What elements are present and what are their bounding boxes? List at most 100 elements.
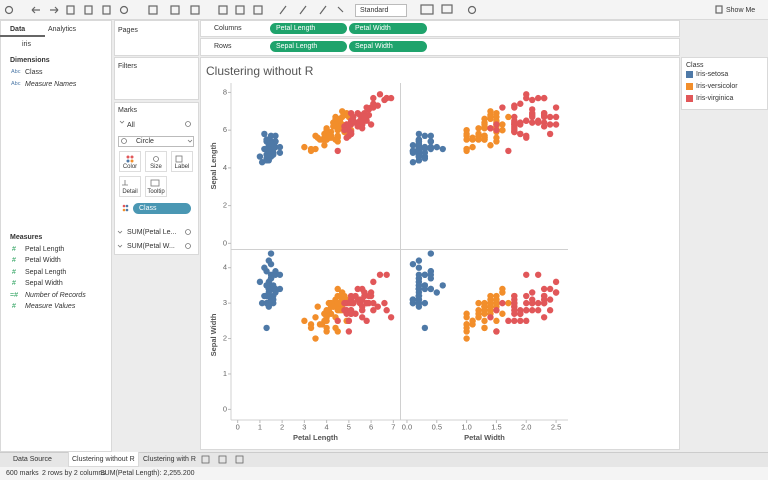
point [511,104,518,111]
point [427,143,435,151]
x-tick-label: 1 [258,423,262,432]
point [475,125,482,132]
measure-field[interactable]: Number of Records [25,292,86,299]
active-sheet-tab[interactable] [68,452,139,467]
sheet-tab[interactable]: Clustering with R [143,456,196,463]
point [523,117,530,124]
toolbar-icons [4,4,723,15]
point [321,142,328,149]
dimension-field[interactable]: Class [25,69,43,76]
point [258,299,266,307]
marks-measure[interactable]: SUM(Petal W... [127,243,175,250]
point [376,271,384,278]
filters-shelf[interactable] [114,57,199,100]
filters-title: Filters [118,63,138,70]
point [421,132,429,140]
point [540,285,548,293]
status-sum: SUM(Petal Length): 2,255.200 [100,470,195,477]
point [383,94,390,102]
point [354,296,361,303]
color-pill[interactable]: Class [133,203,191,214]
x-tick-label: 2 [280,423,284,432]
measure-field[interactable]: Petal Length [25,246,65,253]
x-tick-label: 0.5 [432,423,442,432]
point [365,292,373,300]
point [354,285,361,293]
point [487,142,494,149]
point [312,145,319,153]
point [534,307,542,314]
point [301,143,308,151]
point [469,136,476,143]
mark-type[interactable]: Circle [136,138,154,145]
point [345,317,353,325]
legend-label[interactable]: Iris-setosa [696,71,729,78]
point [347,128,355,136]
analytics-tab[interactable]: Analytics [48,26,77,33]
point [481,132,488,140]
button-label: Color [122,164,138,170]
marks-measure[interactable]: SUM(Petal Le... [127,229,177,236]
legend-swatch [686,95,693,102]
point [316,321,324,328]
point [312,314,319,321]
point [330,303,337,310]
point [263,282,270,289]
measure-field[interactable]: Sepal Length [25,269,67,276]
data-source[interactable]: iris [22,41,31,48]
view-size[interactable]: Standard [360,7,389,14]
point [334,147,341,155]
point [493,138,500,145]
point [493,126,500,134]
measure-field[interactable]: Sepal Width [25,280,63,287]
field-icon: # [12,303,16,310]
row-pill[interactable]: Sepal Width [349,41,427,52]
mark-type-dropdown[interactable] [118,136,194,147]
point [265,289,273,296]
button-label: Size [150,164,162,170]
data-source-tab[interactable]: Data Source [13,456,52,463]
data-tab[interactable]: Data [10,26,26,33]
x-tick-label: 0.0 [402,423,412,432]
sheet-tab[interactable]: Clustering without R [72,456,135,463]
y-tick-label: 3 [223,298,227,307]
column-pill[interactable]: Petal Length [270,23,347,34]
columns-title: Columns [214,25,242,32]
legend-label[interactable]: Iris-virginica [696,95,734,102]
x-tick-label: 6 [369,423,373,432]
point [345,121,353,128]
y-tick-label: 2 [223,201,227,210]
color-button[interactable]: Color [119,151,141,172]
point [409,159,417,166]
point [301,317,308,325]
column-pill[interactable]: Petal Width [349,23,427,34]
measure-field[interactable]: Petal Width [25,257,61,264]
point [517,130,524,138]
show-me[interactable]: Show Me [726,7,756,14]
panel-dividers [230,83,568,421]
point [546,307,554,314]
point [265,299,273,307]
pages-shelf[interactable] [114,20,199,56]
point [307,145,315,153]
detail-button[interactable]: Detail [119,176,141,197]
dimension-field[interactable]: Measure Names [25,81,77,88]
point [323,328,330,335]
y-tick-label: 6 [223,125,227,134]
point [415,130,423,138]
point [334,285,341,293]
point [505,299,512,307]
data-pane [0,20,112,452]
tooltip-button[interactable]: Tooltip [145,176,167,197]
point [409,147,417,155]
point [409,142,417,149]
point [523,307,530,314]
measure-field[interactable]: Measure Values [25,303,76,310]
marks-all[interactable]: All [127,122,135,129]
x-tick-label: 1.5 [491,423,501,432]
legend-label[interactable]: Iris-versicolor [696,83,738,90]
row-pill[interactable]: Sepal Length [270,41,347,52]
point [517,100,524,107]
view-dropdown[interactable] [355,4,407,17]
